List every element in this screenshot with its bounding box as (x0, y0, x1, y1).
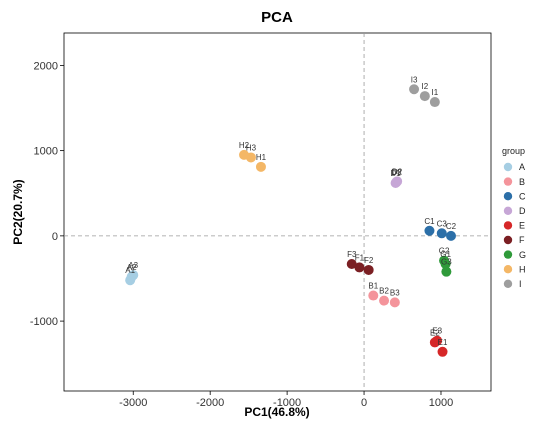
point-b2 (379, 295, 390, 306)
point-label-e2: E2 (430, 328, 440, 337)
legend-swatch-e (503, 221, 513, 230)
point-i1 (429, 97, 440, 108)
point-label-c1: C1 (424, 217, 435, 226)
point-g2 (439, 255, 450, 266)
legend-label-c: C (519, 191, 526, 201)
point-c1 (424, 225, 435, 236)
point-f1 (354, 262, 365, 273)
legend-label-g: G (519, 250, 526, 260)
point-i3 (409, 84, 420, 95)
point-label-i1: I1 (432, 88, 439, 97)
legend-swatch-i (503, 279, 513, 288)
y-axis-label: PC2(20.7%) (11, 179, 25, 244)
legend-label-b: B (519, 177, 525, 187)
plot-area (63, 32, 492, 392)
point-label-h3: H3 (246, 143, 257, 152)
data-points (125, 84, 456, 357)
legend-swatch-b (503, 177, 513, 186)
point-i2 (419, 91, 430, 102)
point-label-h2: H2 (239, 141, 250, 150)
point-label-c2: C2 (446, 222, 457, 231)
point-label-b1: B1 (368, 282, 378, 291)
point-h3 (245, 152, 256, 163)
point-h1 (255, 161, 266, 172)
point-label-d2: D2 (392, 167, 403, 176)
y-tick-label: -1000 (30, 316, 58, 328)
point-label-d3: D3 (391, 168, 402, 177)
y-tick-label: 0 (52, 231, 58, 243)
point-label-e1: E1 (438, 338, 448, 347)
point-c3 (436, 228, 447, 239)
point-label-i3: I3 (411, 75, 418, 84)
chart-title: PCA (261, 9, 293, 26)
point-label-g3: G3 (441, 258, 452, 267)
point-label-c3: C3 (437, 219, 448, 228)
point-label-a2: A2 (127, 263, 137, 272)
legend-label-e: E (519, 221, 525, 231)
legend-label-a: A (519, 162, 525, 172)
legend-swatch-h (503, 265, 513, 274)
legend-swatch-g (503, 250, 513, 259)
legend-label-i: I (519, 279, 522, 289)
point-g3 (441, 266, 452, 277)
legend-swatch-a (503, 162, 513, 172)
x-axis: -3000 -2000 -1000 0 1000 (119, 391, 453, 409)
legend-swatch-f (503, 235, 513, 245)
reference-lines (64, 33, 491, 391)
legend-label-f: F (519, 235, 525, 245)
point-label-b2: B2 (379, 287, 389, 296)
x-tick-label: -2000 (196, 397, 224, 409)
point-label-d1: D1 (390, 169, 401, 178)
x-tick-label: 0 (361, 397, 367, 409)
point-label-f3: F3 (347, 250, 357, 259)
legend-swatch-d (503, 206, 513, 215)
x-tick-label: -3000 (119, 397, 147, 409)
x-axis-label: PC1(46.8%) (244, 405, 309, 419)
point-label-a3: A3 (128, 261, 138, 270)
point-b3 (389, 297, 400, 308)
legend-label-d: D (519, 206, 526, 216)
point-label-a1: A1 (125, 266, 135, 275)
point-e1 (437, 346, 448, 357)
legend-label-h: H (519, 264, 526, 274)
x-tick-label: -1000 (273, 397, 301, 409)
point-label-i2: I2 (421, 82, 428, 91)
point-f3 (346, 258, 357, 269)
point-a3 (128, 270, 139, 281)
point-d3 (391, 177, 402, 188)
point-label-g1: G1 (440, 250, 451, 259)
legend-swatch-c (503, 192, 513, 201)
point-f2 (363, 264, 374, 275)
y-tick-label: 1000 (34, 146, 58, 158)
point-b1 (368, 290, 379, 301)
point-label-b3: B3 (390, 288, 400, 297)
point-label-g2: G2 (439, 247, 450, 256)
y-tick-label: 2000 (34, 60, 58, 72)
point-label-f2: F2 (364, 256, 374, 265)
point-label-e3: E3 (432, 327, 442, 336)
point-c2 (445, 230, 456, 241)
point-label-h1: H1 (256, 153, 267, 162)
y-axis: -1000 0 1000 2000 (30, 60, 64, 328)
x-tick-label: 1000 (429, 397, 453, 409)
legend-title: group (502, 146, 525, 156)
point-e3 (432, 335, 443, 346)
point-label-f1: F1 (355, 253, 365, 262)
